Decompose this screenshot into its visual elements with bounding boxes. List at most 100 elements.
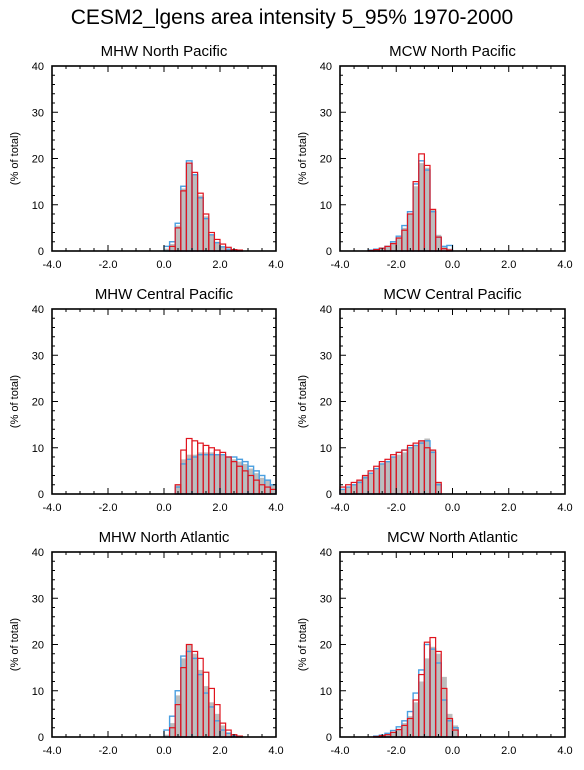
x-tick-label: 0.0: [156, 502, 171, 514]
bar-gray: [175, 695, 181, 737]
figure-title: CESM2_lgens area intensity 5_95% 1970-20…: [70, 6, 514, 29]
y-tick-label: 30: [320, 593, 332, 605]
panel-title: MHW North Atlantic: [99, 529, 230, 546]
panel-2: -4.0 -2.0 0.0 2.0 4.0 0 10 20 30 40 MCW North Paci…: [297, 43, 573, 271]
bar-gray: [435, 653, 442, 737]
y-tick-label: 0: [38, 246, 44, 258]
plot-frame: [339, 65, 566, 252]
bar-gray: [175, 225, 181, 251]
y-tick-label: 40: [320, 547, 332, 559]
panel-title: MHW North Pacific: [101, 43, 228, 60]
x-tick-label: -4.0: [331, 745, 350, 757]
x-tick-label: -4.0: [43, 745, 62, 757]
bar-gray: [413, 186, 419, 251]
x-tick-label: -2.0: [387, 745, 406, 757]
bar-gray: [424, 658, 430, 737]
bar-gray: [340, 489, 346, 494]
panel-title: MCW North Atlantic: [387, 529, 518, 546]
bar-gray: [203, 686, 209, 737]
panel-5: -4.0 -2.0 0.0 2.0 4.0 0 10 20 30 40 MHW North Atla…: [9, 529, 284, 757]
plot-frame: [51, 65, 277, 252]
bar-gray: [362, 475, 369, 494]
bar-gray: [351, 484, 357, 494]
bar-gray: [186, 163, 192, 251]
bar-gray: [418, 681, 425, 737]
bar-gray: [396, 237, 402, 251]
panel-1: -4.0 -2.0 0.0 2.0 4.0 0 10 20 30 40 MHW North Paci…: [9, 43, 284, 271]
y-tick-label: 20: [320, 154, 332, 166]
bar-gray: [373, 468, 380, 494]
bar-gray: [180, 459, 187, 494]
y-tick-label: 20: [32, 397, 44, 409]
x-tick-label: 4.0: [268, 745, 283, 757]
y-axis-label: (% of total): [297, 132, 309, 185]
panel-title: MCW Central Pacific: [383, 286, 522, 303]
x-tick-label: -2.0: [99, 502, 118, 514]
bar-gray: [192, 653, 198, 737]
bar-gray: [430, 646, 436, 737]
y-tick-label: 10: [32, 200, 44, 212]
bar-gray: [385, 734, 391, 737]
y-tick-label: 40: [32, 304, 44, 316]
bar-gray: [401, 723, 408, 737]
y-tick-label: 0: [326, 489, 332, 501]
bar-gray: [203, 216, 209, 251]
x-tick-label: 0.0: [445, 259, 460, 271]
bar-gray: [368, 473, 374, 494]
y-tick-label: 10: [32, 686, 44, 698]
y-tick-label: 10: [320, 443, 332, 455]
bar-gray: [430, 209, 436, 251]
bar-gray: [197, 195, 204, 251]
panel-title: MHW Central Pacific: [95, 286, 234, 303]
bar-gray: [424, 167, 430, 251]
bar-gray: [396, 728, 402, 737]
bar-gray: [424, 438, 430, 494]
bar-gray: [356, 480, 363, 494]
y-tick-label: 20: [32, 640, 44, 652]
x-tick-label: 2.0: [501, 745, 516, 757]
x-tick-label: -2.0: [99, 745, 118, 757]
bar-gray: [214, 713, 220, 737]
bar-gray: [390, 732, 397, 737]
x-tick-label: 0.0: [156, 745, 171, 757]
y-tick-label: 10: [320, 686, 332, 698]
x-tick-label: -2.0: [387, 259, 406, 271]
plot-frame: [339, 551, 566, 738]
panel-4: -4.0 -2.0 0.0 2.0 4.0 0 10 20 30 40 MCW Central Pa…: [297, 286, 573, 514]
x-tick-label: 2.0: [501, 502, 516, 514]
bar-gray: [401, 227, 408, 251]
bar-gray: [169, 244, 176, 251]
y-tick-label: 20: [320, 397, 332, 409]
x-tick-label: -2.0: [387, 502, 406, 514]
bar-gray: [418, 440, 425, 494]
y-axis-label: (% of total): [297, 375, 309, 428]
bar-gray: [231, 459, 237, 494]
bar-gray: [197, 669, 204, 737]
bar-gray: [192, 174, 198, 251]
bar-gray: [242, 463, 248, 494]
bar-gray: [225, 732, 232, 737]
y-axis-label: (% of total): [297, 618, 309, 671]
y-tick-label: 0: [326, 246, 332, 258]
bar-gray: [390, 457, 397, 494]
bar-gray: [435, 234, 442, 251]
bar-gray: [407, 214, 414, 251]
bar-gray: [396, 454, 402, 494]
panel-3: -4.0 -2.0 0.0 2.0 4.0 0 10 20 30 40 MHW Central Pa…: [9, 286, 284, 514]
bar-gray: [407, 716, 414, 737]
bar-gray: [214, 454, 220, 494]
x-tick-label: 0.0: [445, 745, 460, 757]
panel-title: MCW North Pacific: [389, 43, 516, 60]
bar-gray: [413, 702, 419, 737]
bar-gray: [186, 644, 192, 737]
y-tick-label: 0: [326, 732, 332, 744]
bar-gray: [164, 734, 170, 737]
bar-gray: [220, 454, 226, 494]
x-tick-label: 2.0: [501, 259, 516, 271]
x-tick-label: -4.0: [43, 502, 62, 514]
bar-gray: [385, 246, 391, 251]
bar-gray: [220, 246, 226, 251]
bar-gray: [220, 725, 226, 737]
bar-gray: [379, 463, 385, 494]
y-tick-label: 40: [32, 547, 44, 559]
